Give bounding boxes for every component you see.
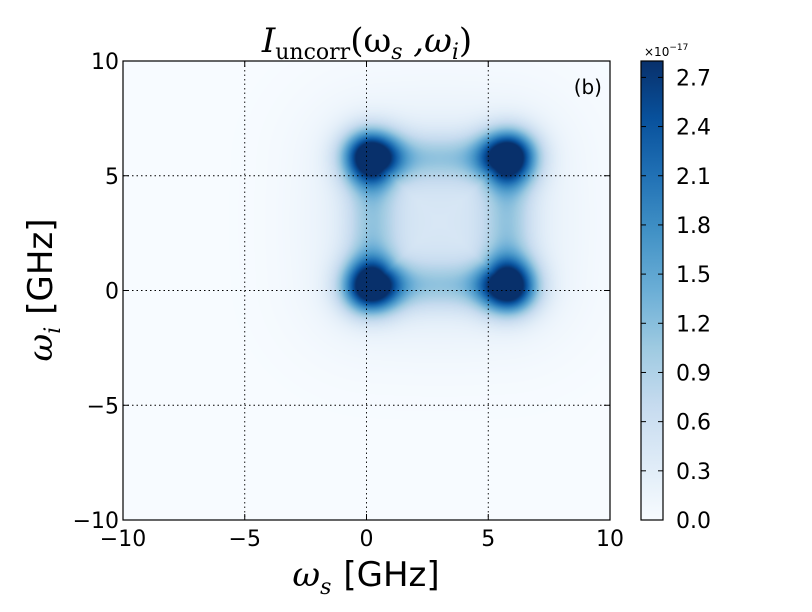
grid-layer (123, 61, 610, 520)
colorbar-ticks: 0.0 0.3 0.6 0.9 1.2 1.5 1.8 2.1 2.4 2.7 (641, 66, 711, 534)
y-tick-label: 0 (105, 280, 119, 305)
y-tick-label: 5 (105, 165, 119, 190)
colorbar-tick-label: 0.3 (676, 460, 711, 485)
y-tick-label: −5 (87, 394, 119, 419)
colorbar-tick-label: 2.1 (676, 165, 711, 190)
colorbar-tick-label: 0.0 (676, 509, 711, 534)
colorbar-tick-label: 1.8 (676, 214, 711, 239)
plot-frame (122, 60, 611, 521)
panel-label: (b) (574, 75, 602, 99)
x-tick-label: 10 (596, 527, 624, 552)
colorbar-multiplier: ×10−17 (644, 43, 688, 59)
colorbar-tick-label: 0.6 (676, 411, 711, 436)
colorbar (640, 60, 664, 521)
y-tick-label: −10 (73, 509, 119, 534)
tick-layer: −10 −5 0 5 10 −10 −5 0 5 10 (73, 50, 624, 552)
y-tick-label: 10 (91, 50, 119, 75)
x-tick-label: 5 (481, 527, 495, 552)
x-tick-label: 0 (360, 527, 374, 552)
chart-title: Iuncorr(ωs ,ωi) (261, 21, 472, 65)
colorbar-tick-label: 2.4 (676, 116, 711, 141)
colorbar-tick-label: 2.7 (676, 66, 711, 91)
colorbar-tick-label: 0.9 (676, 361, 711, 386)
colorbar-tick-label: 1.2 (676, 312, 711, 337)
x-tick-label: −5 (229, 527, 261, 552)
x-tick-label: −10 (100, 527, 146, 552)
x-axis-label: ωs [GHz] (292, 555, 439, 600)
y-axis-label: ωi[GHz] (21, 218, 66, 361)
colorbar-tick-label: 1.5 (676, 263, 711, 288)
